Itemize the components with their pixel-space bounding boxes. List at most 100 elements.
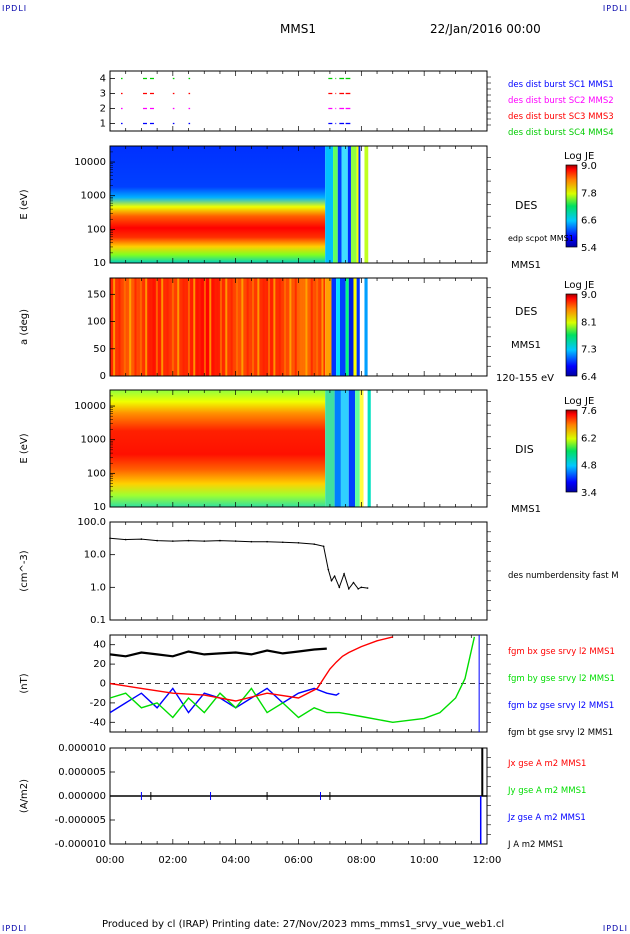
density-series-line [109, 537, 368, 590]
colorbar [565, 293, 578, 377]
y-axis-label: (A/m2) [19, 779, 30, 813]
colorbar-tick-label: 8.1 [581, 317, 597, 328]
density-point [203, 540, 206, 542]
density-point [250, 540, 253, 543]
panel-frame [109, 521, 488, 621]
spectrogram-stripe [353, 278, 357, 376]
y-tick-label: 100 [87, 317, 106, 328]
spectrogram-stripe [337, 146, 342, 263]
colorbar-tick-label: 9.0 [581, 290, 597, 301]
spectrogram-stripe [129, 278, 132, 376]
colorbar [565, 164, 578, 248]
spectrogram-stripe [193, 278, 196, 376]
series-legend-entry: Jz gse A m2 MMS1 [507, 813, 586, 823]
colorbar-tick-label: 7.3 [581, 345, 597, 356]
series-legend-entry: des numberdensity fast M [508, 571, 619, 581]
y-tick-label: 1000 [81, 435, 106, 446]
y-tick-label: 0 [100, 371, 106, 382]
spectrogram-stripe [145, 278, 148, 376]
y-tick-label: 0.000000 [58, 791, 106, 802]
spectrogram-stripe [339, 278, 346, 376]
spectrogram-stripe [203, 278, 206, 376]
density-point [357, 588, 359, 590]
density-point [327, 568, 330, 571]
y-axis-label: E (eV) [19, 189, 30, 219]
y-tick-label: 10000 [74, 401, 106, 412]
spectrogram-stripe [356, 278, 360, 376]
spectrogram-stripe [358, 146, 361, 263]
density-point [266, 540, 268, 543]
y-tick-label: 4 [100, 74, 106, 85]
colorbar-tick-label: 3.4 [581, 488, 597, 499]
spectrogram-stripe [310, 278, 313, 376]
series-legend-entry: fgm by gse srvy l2 MMS1 [508, 674, 615, 684]
density-point [360, 586, 363, 589]
spectrogram-field [110, 146, 326, 263]
y-tick-label: 150 [87, 289, 106, 300]
spectrogram-stripe [252, 278, 255, 376]
spectrogram-stripe [350, 146, 357, 263]
spectrogram-stripe [321, 278, 324, 376]
x-tick-label: 00:00 [96, 855, 125, 866]
bfield-series-line [109, 647, 327, 658]
spacecraft-title: MMS1 [280, 22, 316, 36]
burst-legend-entry: des dist burst SC2 MMS2 [508, 96, 614, 106]
y-tick-label: -20 [90, 698, 106, 709]
y-axis-label: (nT) [19, 673, 30, 693]
y-tick-label: 40 [93, 640, 106, 651]
density-point [330, 579, 333, 582]
panel-frame [109, 70, 488, 132]
spectrogram-stripe [333, 146, 338, 263]
spectrogram-stripe [187, 278, 190, 376]
corner-mark-top-right: IPDLI [602, 4, 628, 13]
spectrogram-stripe [356, 146, 359, 263]
spectrogram-stripe [284, 278, 287, 376]
series-legend-entry: fgm bz gse srvy l2 MMS1 [508, 701, 614, 711]
spectrogram-stripe [347, 146, 351, 263]
current-density-panel: -0.000010 -0.000005 0.000000 0.000005 0.0000… [19, 743, 586, 850]
des-energy-spectrogram: 10 100 1000 10000 E (eV) Log JE9.0 7.8 6.6 5.4 DE… [19, 145, 597, 271]
colorbar-title: Log JE [564, 151, 594, 162]
spectrogram-stripe [325, 390, 335, 507]
spectrogram-stripe [182, 278, 185, 376]
burst-panel: 1 2 3 4 des dist burst SC1 MMS1 des dist burs… [100, 70, 614, 138]
spectrogram-stripe [171, 278, 174, 376]
dis-energy-spectrogram: 10 100 1000 10000 E (eV) Log JE7.6 6.2 4.8 3.4 DI… [19, 389, 597, 515]
spectrogram-stripe [359, 390, 364, 507]
density-point [347, 588, 350, 590]
des-pitch-angle-spectrogram: 0 50 100 150 a (deg) Log JE9.0 8.1 7.3 6.4 DES MMS… [19, 277, 597, 384]
corner-mark-bottom-right: IPDLI [602, 924, 628, 933]
colorbar-title: Log JE [564, 396, 594, 407]
x-tick-label: 06:00 [284, 855, 313, 866]
spectrogram-stripe [230, 278, 233, 376]
colorbar-tick-label: 9.0 [581, 161, 597, 172]
y-tick-label: 0.1 [90, 615, 106, 626]
spectrogram-stripe [118, 278, 121, 376]
spectrogram-stripe [198, 278, 201, 376]
y-tick-label: 2 [100, 104, 106, 115]
colorbar-tick-label: 7.6 [581, 406, 597, 417]
density-point [219, 539, 221, 542]
spectrogram-stripe [289, 278, 292, 376]
burst-legend-entry: des dist burst SC1 MMS1 [508, 80, 614, 90]
spectrogram-stripe [340, 390, 349, 507]
colorbar-tick-label: 6.4 [581, 372, 597, 383]
density-panel: 0.1 1.0 10.0 100.0 (cm^-3) des numberdensity … [19, 517, 619, 626]
y-tick-label: 10000 [74, 157, 106, 168]
density-point [172, 540, 174, 542]
y-tick-label: 0.000005 [58, 767, 106, 778]
spectrogram-stripe [177, 278, 180, 376]
density-point [333, 575, 336, 577]
spacecraft-label: MMS1 [511, 504, 541, 515]
spectrogram-stripe [325, 146, 334, 263]
y-tick-label: 0 [100, 679, 106, 690]
spectrogram-stripe [331, 278, 337, 376]
y-tick-label: 10 [93, 258, 106, 269]
spectrogram-stripe [219, 278, 222, 376]
spectrogram-stripe [334, 390, 341, 507]
colorbar-title: Log JE [564, 280, 594, 291]
y-tick-label: 1000 [81, 191, 106, 202]
x-tick-label: 12:00 [473, 855, 502, 866]
x-tick-label: 08:00 [347, 855, 376, 866]
spectrogram-field [110, 390, 326, 507]
